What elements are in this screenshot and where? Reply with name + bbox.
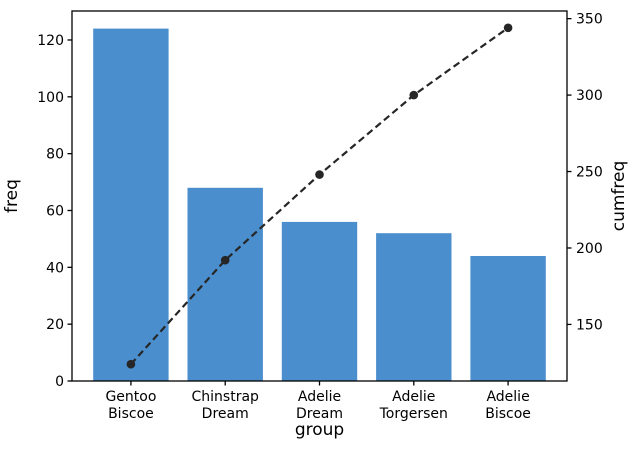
category-line2: Biscoe xyxy=(485,406,531,422)
bar-chinstrap-dream xyxy=(187,187,263,381)
x-tick-label-adelie-torgersen: Adelie Torgersen xyxy=(379,389,448,422)
x-axis-label: group xyxy=(295,420,344,440)
left-tick-label: 20 xyxy=(46,317,64,333)
cumfreq-point-chinstrap-dream xyxy=(220,255,230,265)
category-line1: Chinstrap xyxy=(192,389,260,405)
cumfreq-point-adelie-dream xyxy=(315,170,324,179)
right-tick-label: 200 xyxy=(576,241,603,257)
category-line1: Adelie xyxy=(298,389,341,405)
left-tick-label: 100 xyxy=(37,90,64,106)
right-axis-label: cumfreq xyxy=(609,161,629,232)
category-line1: Gentoo xyxy=(105,389,156,405)
bar-gentoo-biscoe xyxy=(93,28,169,381)
left-tick-label: 0 xyxy=(55,374,64,390)
x-tick-label-gentoo-biscoe: Gentoo Biscoe xyxy=(105,389,156,422)
x-tick-label-adelie-dream: Adelie Dream xyxy=(296,389,343,422)
bar-adelie-dream xyxy=(281,221,358,381)
left-axis-label: freq xyxy=(2,179,22,213)
category-line1: Adelie xyxy=(392,389,435,405)
left-tick-label: 80 xyxy=(46,147,64,163)
cumfreq-point-gentoo-biscoe xyxy=(126,359,136,369)
right-tick-label: 250 xyxy=(576,165,603,181)
bar-adelie-torgersen xyxy=(376,233,452,381)
category-line2: Torgersen xyxy=(379,406,448,422)
bar-adelie-biscoe xyxy=(470,256,546,381)
cumfreq-point-adelie-biscoe xyxy=(503,23,513,33)
x-tick-label-chinstrap-dream: Chinstrap Dream xyxy=(192,389,260,422)
category-line2: Biscoe xyxy=(108,406,154,422)
left-tick-label: 40 xyxy=(46,260,64,276)
right-tick-label: 150 xyxy=(576,317,603,333)
category-line2: Dream xyxy=(296,406,343,422)
x-tick-label-adelie-biscoe: Adelie Biscoe xyxy=(485,389,531,422)
right-tick-label: 300 xyxy=(576,88,603,104)
left-tick-label: 60 xyxy=(46,203,64,219)
category-line2: Dream xyxy=(202,406,249,422)
category-line1: Adelie xyxy=(486,389,529,405)
right-tick-label: 350 xyxy=(576,12,603,28)
left-tick-label: 120 xyxy=(37,33,64,49)
cumfreq-point-adelie-torgersen xyxy=(409,90,419,100)
